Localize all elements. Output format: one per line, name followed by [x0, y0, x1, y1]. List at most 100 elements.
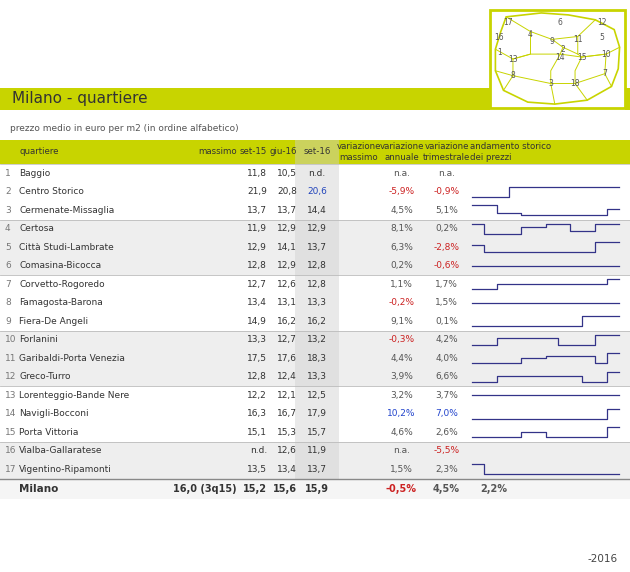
Text: Garibaldi-Porta Venezia: Garibaldi-Porta Venezia: [19, 353, 125, 363]
Bar: [0, 423, 630, 442]
Text: 12,8: 12,8: [307, 261, 327, 270]
Text: giu-16: giu-16: [270, 148, 297, 157]
Text: 12: 12: [597, 18, 607, 27]
Text: 13,7: 13,7: [277, 206, 297, 214]
Bar: [0, 140, 630, 164]
Text: 16,0 (3q15): 16,0 (3q15): [173, 484, 237, 494]
Text: variazione
massimo: variazione massimo: [336, 142, 381, 162]
Text: 17: 17: [5, 464, 16, 474]
Text: 13,7: 13,7: [307, 243, 327, 252]
Bar: [295, 238, 339, 256]
Text: 18: 18: [570, 79, 580, 88]
Text: 11: 11: [5, 353, 16, 363]
Text: 0,2%: 0,2%: [390, 261, 413, 270]
Text: 15,3: 15,3: [277, 428, 297, 437]
Bar: [0, 201, 630, 220]
Text: Lorenteggio-Bande Nere: Lorenteggio-Bande Nere: [19, 391, 129, 400]
Text: 2,6%: 2,6%: [435, 428, 458, 437]
Text: Greco-Turro: Greco-Turro: [19, 372, 71, 382]
Text: 3,7%: 3,7%: [435, 391, 458, 400]
Text: 12,8: 12,8: [307, 280, 327, 289]
Text: 5: 5: [5, 243, 11, 252]
Text: 11,8: 11,8: [247, 169, 267, 178]
Text: 7,0%: 7,0%: [435, 409, 458, 418]
Text: 12,9: 12,9: [277, 261, 297, 270]
Text: 14,9: 14,9: [247, 317, 267, 325]
Text: 16,2: 16,2: [307, 317, 327, 325]
Text: 9: 9: [549, 37, 554, 46]
Text: andamento storico
dei prezzi: andamento storico dei prezzi: [470, 142, 551, 162]
Bar: [0, 256, 630, 275]
Text: 17,9: 17,9: [307, 409, 327, 418]
Text: 12,8: 12,8: [247, 372, 267, 382]
Text: Famagosta-Barona: Famagosta-Barona: [19, 298, 103, 307]
Text: 1,7%: 1,7%: [435, 280, 458, 289]
Text: 6: 6: [558, 18, 563, 27]
Text: 1,1%: 1,1%: [390, 280, 413, 289]
Text: 5: 5: [600, 33, 605, 42]
Text: n.a.: n.a.: [393, 446, 410, 455]
Text: 12,7: 12,7: [247, 280, 267, 289]
Bar: [295, 331, 339, 349]
Text: -5,5%: -5,5%: [433, 446, 459, 455]
Text: 12,2: 12,2: [247, 391, 267, 400]
Bar: [0, 293, 630, 312]
Text: 10,5: 10,5: [277, 169, 297, 178]
Text: 13,2: 13,2: [307, 335, 327, 344]
Text: 0,2%: 0,2%: [435, 224, 458, 233]
Text: 3,9%: 3,9%: [390, 372, 413, 382]
Text: 8,1%: 8,1%: [390, 224, 413, 233]
Text: 11,9: 11,9: [247, 224, 267, 233]
Text: 2,2%: 2,2%: [480, 484, 507, 494]
Bar: [295, 349, 339, 367]
Text: -0,3%: -0,3%: [389, 335, 415, 344]
Text: 14,1: 14,1: [277, 243, 297, 252]
Text: 8: 8: [5, 298, 11, 307]
Bar: [625, 88, 630, 110]
Text: Milano - quartiere: Milano - quartiere: [12, 92, 147, 106]
Text: -0,5%: -0,5%: [386, 484, 417, 494]
Text: 13,3: 13,3: [307, 372, 327, 382]
Bar: [0, 312, 630, 331]
Bar: [0, 442, 630, 460]
Bar: [0, 220, 630, 238]
Text: 4,4%: 4,4%: [390, 353, 413, 363]
Text: 5,1%: 5,1%: [435, 206, 458, 214]
Text: 8: 8: [510, 71, 515, 80]
Text: 11: 11: [573, 35, 583, 44]
Bar: [295, 164, 339, 182]
Text: 15: 15: [577, 53, 587, 62]
Text: 17,6: 17,6: [277, 353, 297, 363]
Text: 12: 12: [5, 372, 16, 382]
Text: 20,6: 20,6: [307, 187, 327, 196]
Text: 16: 16: [495, 33, 504, 42]
Text: Città Studi-Lambrate: Città Studi-Lambrate: [19, 243, 114, 252]
Text: 13,3: 13,3: [247, 335, 267, 344]
Bar: [295, 256, 339, 275]
Text: 3: 3: [548, 79, 553, 88]
Text: Cermenate-Missaglia: Cermenate-Missaglia: [19, 206, 114, 214]
Text: 21,9: 21,9: [247, 187, 267, 196]
Text: 12,6: 12,6: [277, 446, 297, 455]
Text: 4,5%: 4,5%: [390, 206, 413, 214]
Text: Baggio: Baggio: [19, 169, 50, 178]
Text: 1,5%: 1,5%: [435, 298, 458, 307]
Text: 17: 17: [503, 18, 512, 27]
Text: 4,0%: 4,0%: [435, 353, 458, 363]
Text: -0,6%: -0,6%: [433, 261, 459, 270]
Text: 13,4: 13,4: [277, 464, 297, 474]
Text: 3: 3: [5, 206, 11, 214]
Bar: [0, 349, 630, 367]
Text: 16,3: 16,3: [247, 409, 267, 418]
Bar: [295, 460, 339, 479]
Bar: [295, 312, 339, 331]
Text: 1: 1: [497, 47, 502, 57]
Text: Navigli-Bocconi: Navigli-Bocconi: [19, 409, 89, 418]
Text: variazione
annuale: variazione annuale: [379, 142, 424, 162]
Text: Comasina-Bicocca: Comasina-Bicocca: [19, 261, 101, 270]
Bar: [295, 220, 339, 238]
Bar: [295, 182, 339, 201]
Text: 12,6: 12,6: [277, 280, 297, 289]
Text: 4: 4: [5, 224, 11, 233]
Text: 7: 7: [5, 280, 11, 289]
